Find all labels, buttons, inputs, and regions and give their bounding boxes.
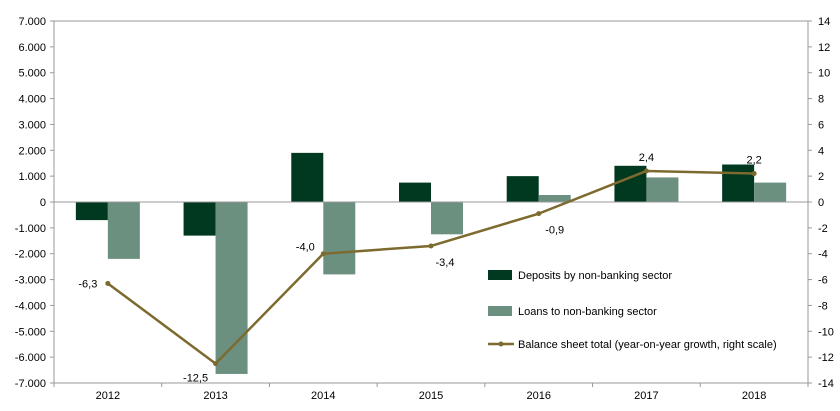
balance-point-2018 <box>751 171 757 177</box>
legend: Deposits by non-banking sector Loans to … <box>488 270 777 351</box>
balance-label-2014: -4,0 <box>296 242 315 254</box>
loans-bar-2016 <box>538 195 571 202</box>
deposits-bar-2014 <box>291 152 324 202</box>
right-tick-label: 8 <box>818 94 824 106</box>
loans-bar-2013 <box>215 202 248 374</box>
left-tick-label: -1.000 <box>15 223 46 235</box>
right-tick-label: 4 <box>818 145 824 157</box>
balance-label-2013: -12,5 <box>183 373 208 385</box>
x-tick-label-2016: 2016 <box>526 390 550 402</box>
right-tick-label: -12 <box>818 352 834 364</box>
left-tick-label: -7.000 <box>15 378 46 390</box>
x-tick-label-2018: 2018 <box>742 390 766 402</box>
left-tick-label: 7.000 <box>18 16 46 28</box>
right-tick-label: -2 <box>818 223 828 235</box>
deposits-bar-2012 <box>75 202 108 221</box>
balance-point-2014 <box>320 251 326 257</box>
left-tick-label: 3.000 <box>18 119 46 131</box>
legend-swatch-loans <box>488 306 512 316</box>
left-tick-label: 5.000 <box>18 68 46 80</box>
x-tick-label-2014: 2014 <box>311 390 335 402</box>
right-tick-label: -6 <box>818 275 828 287</box>
loans-bar-2015 <box>431 202 463 235</box>
balance-point-2015 <box>428 243 434 249</box>
balance-point-2017 <box>643 168 649 174</box>
left-tick-label: 4.000 <box>18 94 46 106</box>
left-axis: 7.000 6.000 5.000 4.000 3.000 2.000 1.000 0 -1.0… <box>15 16 54 390</box>
x-tick-label-2015: 2015 <box>419 390 443 402</box>
left-tick-label: 2.000 <box>18 145 46 157</box>
loans-bar-2012 <box>107 202 140 259</box>
loans-bar-2017 <box>646 177 679 202</box>
balance-label-2012: -6,3 <box>78 278 97 290</box>
right-tick-label: 6 <box>818 119 824 131</box>
left-tick-label: 6.000 <box>18 42 46 54</box>
right-tick-label: -14 <box>818 378 834 390</box>
deposits-bar-2017 <box>614 165 647 202</box>
balance-label-2018: 2,2 <box>746 155 761 167</box>
right-tick-label: -8 <box>818 300 828 312</box>
loans-bar-2018 <box>754 182 787 202</box>
left-tick-label: -2.000 <box>15 249 46 261</box>
legend-marker-balance <box>498 341 504 347</box>
legend-label-balance: Balance sheet total (year-on-year growth… <box>518 339 777 351</box>
right-tick-label: 12 <box>818 42 830 54</box>
balance-point-2012 <box>105 280 111 286</box>
right-axis: 14 12 10 8 6 4 2 0 -2 -4 -6 -8 -10 -12 -14 <box>808 16 834 390</box>
deposits-bar-2015 <box>399 182 431 202</box>
left-tick-label: -3.000 <box>15 275 46 287</box>
loans-bar-2014 <box>323 202 356 275</box>
deposits-bar-2016 <box>506 176 539 202</box>
balance-label-2016: -0,9 <box>545 225 564 237</box>
legend-swatch-deposits <box>488 270 512 280</box>
balance-point-2013 <box>213 361 219 367</box>
right-tick-label: 14 <box>818 16 830 28</box>
balance-label-2015: -3,4 <box>436 257 455 269</box>
left-tick-label: -5.000 <box>15 326 46 338</box>
deposits-bar-2013 <box>183 202 216 236</box>
deposits-bar-2018 <box>722 164 755 202</box>
x-tick-label-2017: 2017 <box>634 390 658 402</box>
left-tick-label: -4.000 <box>15 300 46 312</box>
balance-label-2017: 2,4 <box>639 152 654 164</box>
left-tick-label: 0 <box>40 197 46 209</box>
x-tick-label-2013: 2013 <box>203 390 227 402</box>
legend-label-deposits: Deposits by non-banking sector <box>518 270 672 282</box>
x-tick-label-2012: 2012 <box>96 390 120 402</box>
data-labels: -6,3 -12,5 -4,0 -3,4 -0,9 2,4 2,2 <box>78 152 761 385</box>
left-tick-label: 1.000 <box>18 171 46 183</box>
left-tick-label: -6.000 <box>15 352 46 364</box>
legend-label-loans: Loans to non-banking sector <box>518 306 657 318</box>
line-series <box>105 168 757 367</box>
right-tick-label: 10 <box>818 68 830 80</box>
x-axis: 2012 2013 2014 2015 2016 2017 2018 <box>53 383 809 402</box>
right-tick-label: 0 <box>818 197 824 209</box>
right-tick-label: 2 <box>818 171 824 183</box>
right-tick-label: -4 <box>818 249 828 261</box>
balance-point-2016 <box>536 211 542 217</box>
right-tick-label: -10 <box>818 326 834 338</box>
bars <box>75 152 787 374</box>
